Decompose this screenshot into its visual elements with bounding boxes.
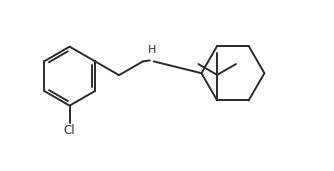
Text: Cl: Cl (64, 124, 75, 137)
Text: H: H (148, 45, 156, 56)
